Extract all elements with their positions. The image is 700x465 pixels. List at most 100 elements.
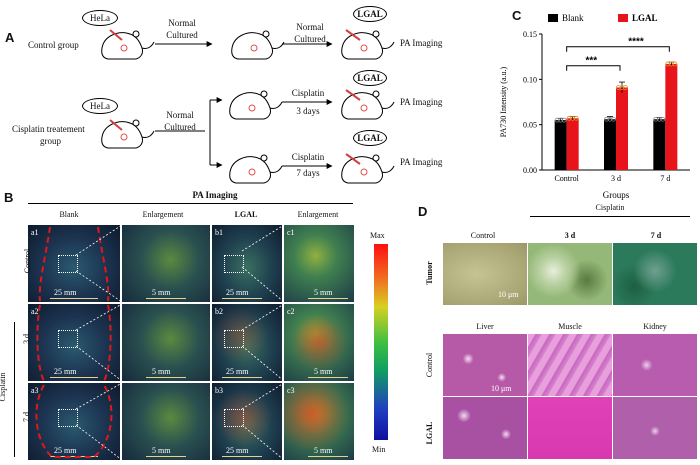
cisplatin-side-label: Cisplatin [0,372,7,402]
data-point [619,85,625,90]
data-point [611,116,616,122]
hela-oval: HeLa [82,10,118,26]
panel-a-schematic [101,29,395,184]
normal-label: Normal [296,22,324,32]
zoom-line [241,225,285,252]
cisplatin-header: Cisplatin [595,203,625,212]
scale-label: 5 mm [314,446,333,455]
mouse-icon [231,30,285,60]
pa-imaging-label: PA Imaging [400,38,443,48]
zoom-line [75,345,123,382]
scale-label: 5 mm [314,367,333,376]
col-header-lgal: LGAL [234,210,258,219]
organ-row-lgal: LGAL [425,421,434,445]
cell-tag: a3 [31,386,39,395]
data-point [665,61,671,67]
lgal-oval: LGAL [353,6,387,22]
tumor-image-control [443,243,527,305]
scale-bar [308,456,348,457]
cisplatin-bracket [14,322,15,457]
bar-blank [653,119,666,170]
row-label-control: Control [23,248,32,274]
zoom-line [241,382,285,410]
scale-bar [50,377,98,378]
organ-col-kidney: Kidney [643,322,667,331]
scale-bar [308,298,348,299]
significance-label: **** [628,37,644,48]
tumor-col-control: Control [470,231,496,240]
cell-tag: c1 [287,228,295,237]
pa-image-cell: 5 mm [122,383,210,460]
pa-image-cell: c1 5 mm [284,225,354,302]
scale-label: 25 mm [54,288,77,297]
histology-image [443,334,527,396]
scale-label: 25 mm [226,367,249,376]
data-point [653,116,659,122]
panel-label-d: D [418,204,428,219]
pa-image-cell: 5 mm [122,304,210,381]
y-tick-label: 0.10 [523,75,537,84]
panel-label-a: A [5,30,15,45]
zoom-box [224,330,244,348]
mouse-icon [229,154,283,184]
cell-tag: b3 [215,386,223,395]
pa-imaging-label: PA Imaging [400,157,443,167]
scale-bar [146,298,186,299]
panel-label-b: B [4,190,14,205]
tumor-image-7d [613,243,697,305]
scale-label: 5 mm [152,367,171,376]
histology-image [613,334,697,396]
col-header-blank: Blank [59,210,79,219]
zoom-line [241,303,285,331]
data-point [607,116,613,122]
colorbar-max-label: Max [370,231,385,240]
cell-tag: a1 [31,228,39,237]
significance-bracket [566,46,670,52]
cultured-label: Cultured [166,30,198,40]
x-tick-label: 3 d [611,174,621,183]
mouse-icon [101,119,155,149]
zoom-lines-overlay [75,225,285,460]
cell-tag: c3 [287,386,295,395]
organ-col-liver: Liver [476,322,494,331]
tumor-col-7d: 7 d [650,231,662,240]
scale-bar [146,377,186,378]
scale-bar [146,456,186,457]
mouse-icon [229,90,283,120]
scale-label: 5 mm [152,288,171,297]
tumor-row-label: Tumor [425,261,434,285]
data-point [656,116,662,122]
zoom-line [241,266,285,303]
scale-bar [222,456,262,457]
lgal-oval: LGAL [353,70,387,86]
scale-label: 5 mm [314,288,333,297]
scale-bar [222,298,262,299]
legend-label: LGAL [632,13,658,23]
data-point [604,116,609,122]
scale-label: 5 mm [152,446,171,455]
bar-blank [604,119,616,170]
y-tick-label: 0.05 [523,121,537,130]
zoom-box [58,255,78,273]
x-axis-label: Groups [603,190,630,200]
zoom-line [75,303,123,331]
pa-imaging-label: PA Imaging [400,97,443,107]
pa-image-cell: 5 mm [122,225,210,302]
pa-image-cell: b1 25 mm [212,225,282,302]
bar-lgal [616,87,628,170]
panel-c-bar-chart: 0.00 0.05 0.10 0.15 PA730 Intensity (a.u.) Gr… [499,13,690,200]
scale-bar [50,456,98,457]
data-point [623,85,628,90]
y-tick-label: 0.00 [523,166,537,175]
mouse-icon [341,90,395,120]
x-tick-label: 7 d [660,174,670,183]
scale-bar [222,377,262,378]
scale-bar [50,298,98,299]
tumor-col-3d: 3 d [564,231,576,240]
cisplatin-label: Cisplatin [291,152,325,162]
zoom-line [241,345,285,382]
data-point [570,115,576,121]
bar-lgal [665,63,678,170]
cisplatin-group-label-2: group [40,136,61,146]
zoom-box [58,409,78,427]
